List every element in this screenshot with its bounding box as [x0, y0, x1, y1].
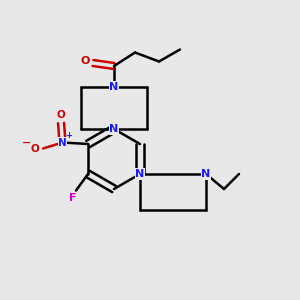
Text: O: O — [81, 56, 90, 67]
Text: +: + — [66, 131, 73, 140]
Text: N: N — [201, 169, 211, 179]
Text: N: N — [58, 137, 67, 148]
Text: −: − — [22, 137, 31, 148]
Text: N: N — [135, 169, 145, 179]
Text: N: N — [110, 82, 118, 92]
Text: F: F — [69, 193, 77, 203]
Text: O: O — [57, 110, 65, 121]
Text: O: O — [31, 143, 39, 154]
Text: N: N — [110, 124, 118, 134]
